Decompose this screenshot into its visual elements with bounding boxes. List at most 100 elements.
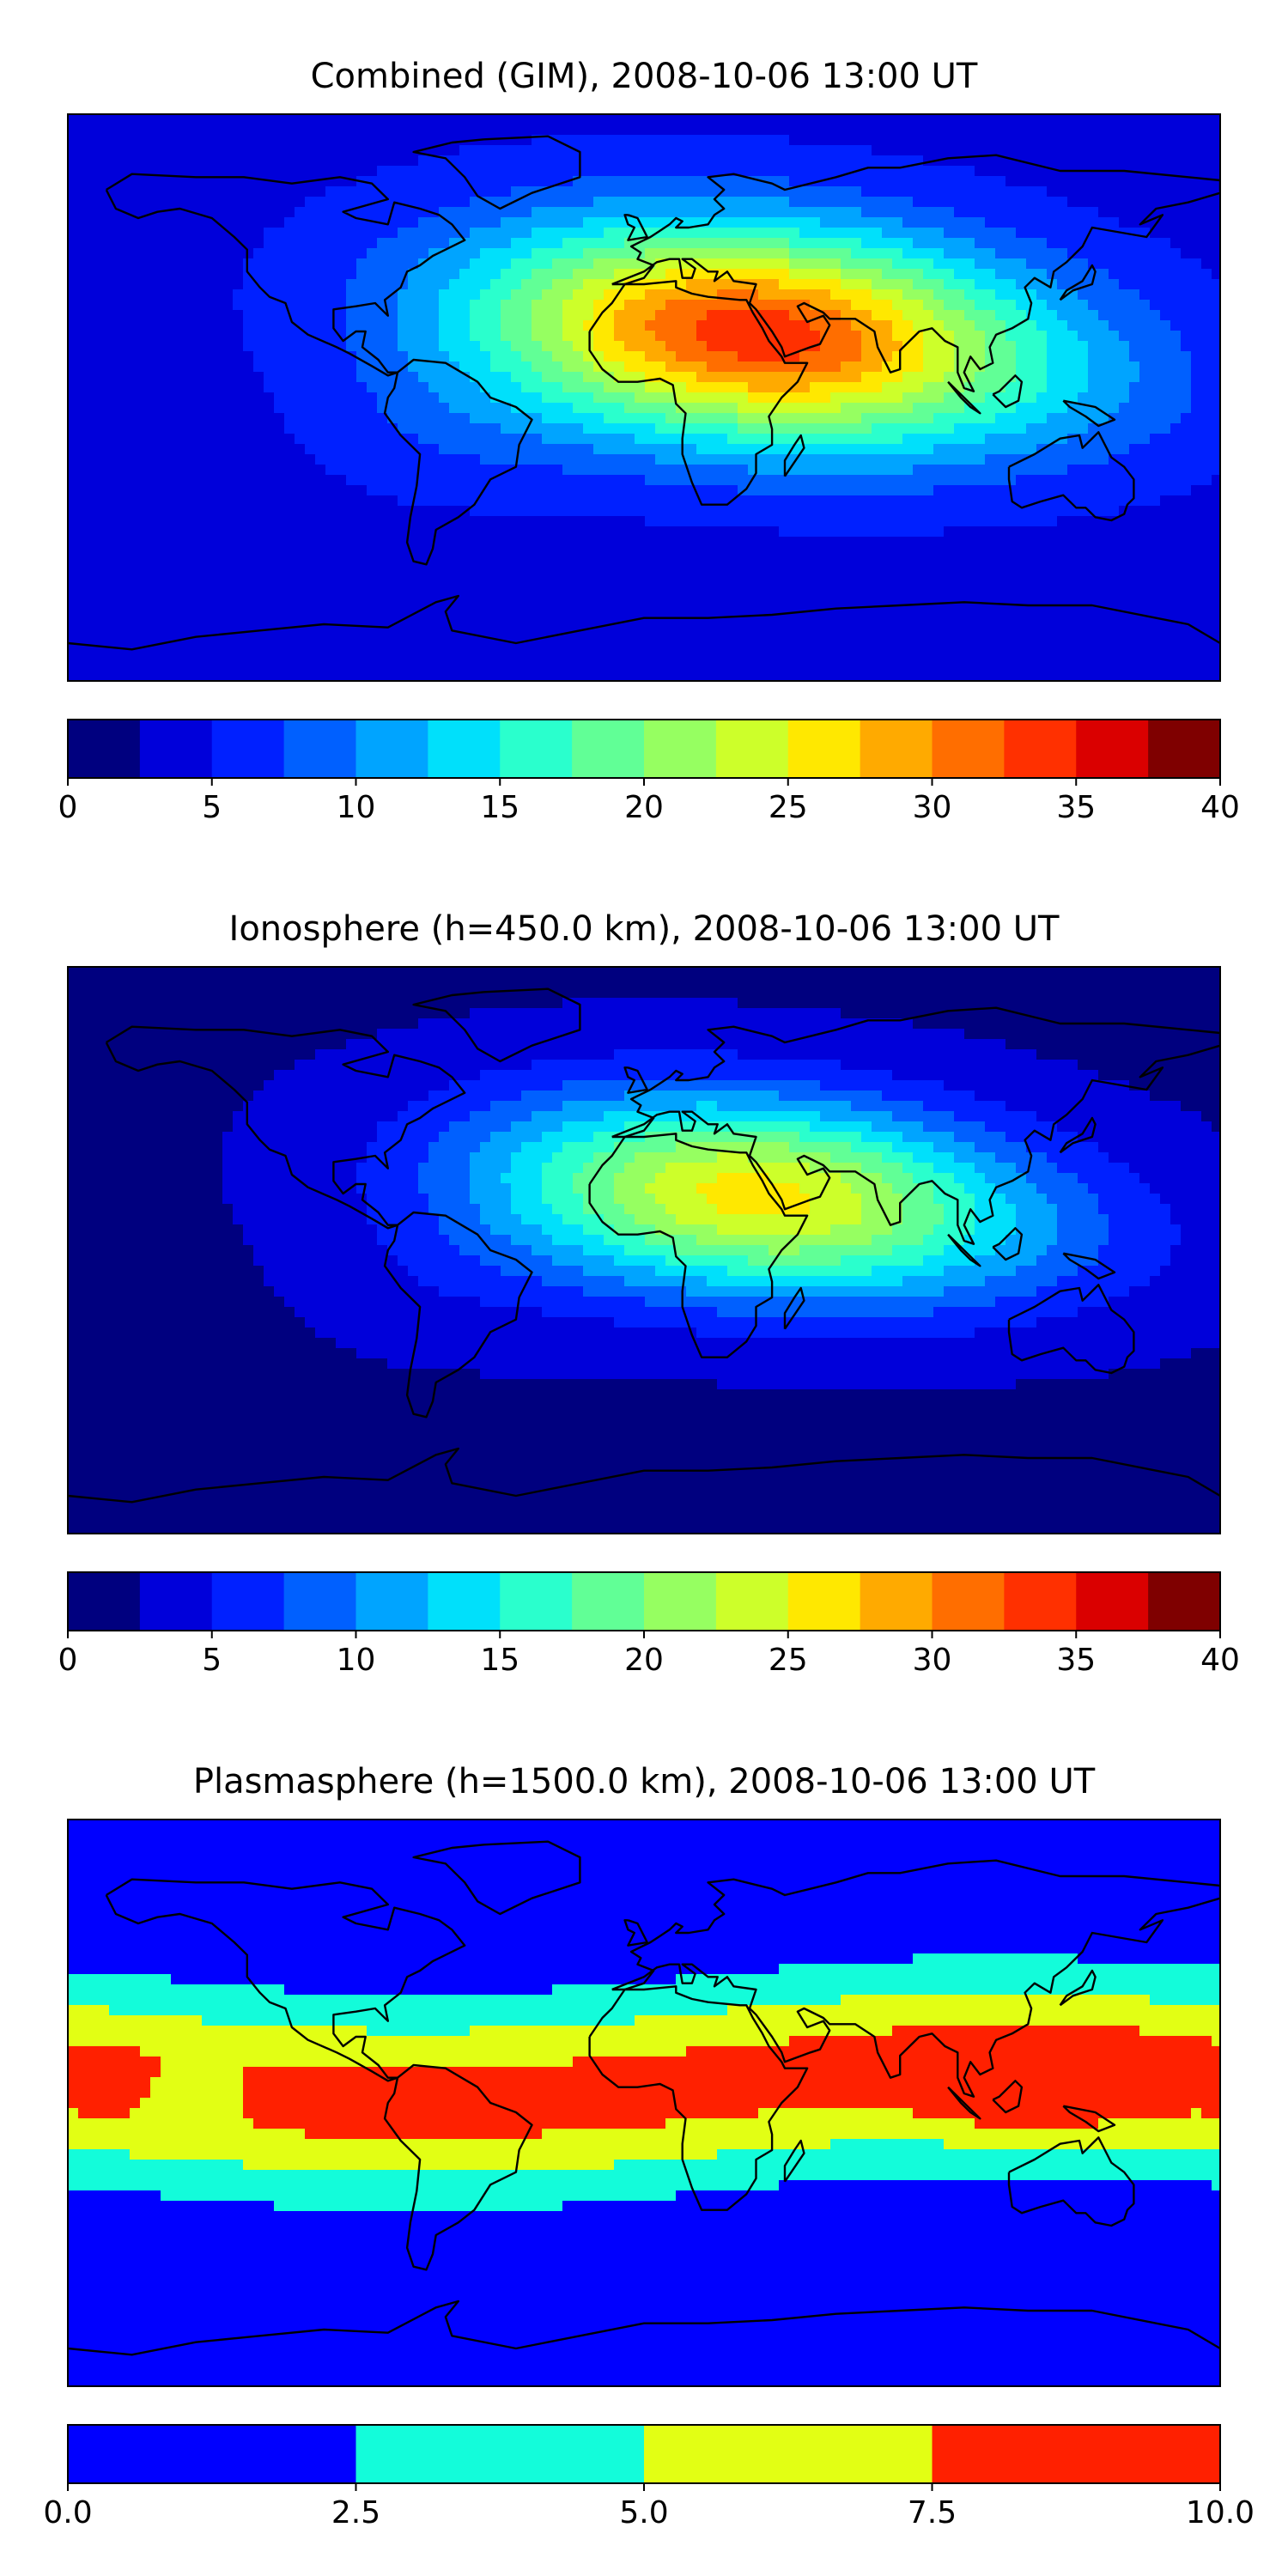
- field-cell: [356, 557, 368, 568]
- field-cell: [707, 444, 718, 455]
- field-cell: [480, 289, 491, 301]
- field-cell: [872, 310, 883, 321]
- field-cell: [1036, 176, 1048, 187]
- field-cell: [1119, 413, 1130, 424]
- field-cell: [501, 114, 512, 125]
- field-cell: [88, 135, 100, 146]
- field-cell: [1139, 238, 1151, 249]
- field-cell: [130, 423, 141, 434]
- field-cell: [480, 300, 491, 311]
- field-cell: [490, 341, 501, 352]
- field-cell: [923, 279, 934, 290]
- field-cell: [841, 331, 852, 342]
- field-cell: [593, 495, 605, 507]
- field-cell: [181, 114, 192, 125]
- field-cell: [1057, 526, 1068, 538]
- field-cell: [985, 145, 996, 156]
- field-cell: [872, 403, 883, 414]
- field-cell: [490, 361, 501, 373]
- field-cell: [398, 207, 409, 218]
- field-cell: [191, 361, 203, 373]
- field-cell: [398, 495, 409, 507]
- field-cell: [717, 475, 728, 486]
- field-cell: [1078, 495, 1089, 507]
- field-cell: [346, 320, 357, 331]
- field-cell: [665, 495, 677, 507]
- field-cell: [418, 331, 429, 342]
- field-cell: [346, 217, 357, 228]
- field-cell: [109, 506, 120, 517]
- field-cell: [1026, 547, 1037, 558]
- field-cell: [933, 547, 945, 558]
- field-cell: [181, 135, 192, 146]
- field-cell: [964, 310, 975, 321]
- field-cell: [449, 537, 460, 548]
- field-cell: [346, 475, 357, 486]
- field-cell: [459, 341, 471, 352]
- field-cell: [274, 444, 285, 455]
- field-cell: [336, 465, 347, 476]
- field-cell: [511, 331, 522, 342]
- field-cell: [325, 135, 337, 146]
- field-cell: [944, 454, 955, 465]
- field-cell: [727, 114, 738, 125]
- field-cell: [635, 568, 646, 579]
- field-cell: [562, 485, 574, 496]
- field-cell: [1129, 197, 1140, 208]
- field-cell: [830, 155, 841, 167]
- field-cell: [635, 341, 646, 352]
- field-cell: [995, 537, 1006, 548]
- field-cell: [769, 135, 780, 146]
- field-cell: [532, 114, 543, 125]
- field-cell: [789, 310, 800, 321]
- field-cell: [1160, 176, 1171, 187]
- field-cell: [109, 135, 120, 146]
- field-cell: [861, 485, 872, 496]
- field-cell: [851, 320, 862, 331]
- field-cell: [480, 125, 491, 136]
- field-cell: [975, 495, 986, 507]
- field-cell: [315, 310, 326, 321]
- field-cell: [1150, 444, 1161, 455]
- field-cell: [119, 186, 131, 197]
- field-cell: [902, 361, 914, 373]
- field-cell: [418, 300, 429, 311]
- field-cell: [1005, 114, 1017, 125]
- field-cell: [130, 228, 141, 239]
- field-cell: [851, 155, 862, 167]
- field-cell: [542, 361, 553, 373]
- field-cell: [171, 310, 182, 321]
- field-cell: [717, 176, 728, 187]
- field-cell: [913, 423, 924, 434]
- field-cell: [212, 516, 223, 527]
- field-cell: [253, 568, 264, 579]
- field-cell: [645, 444, 656, 455]
- field-cell: [233, 341, 244, 352]
- field-cell: [99, 423, 110, 434]
- field-cell: [1150, 351, 1161, 362]
- field-cell: [1098, 248, 1109, 259]
- field-cell: [820, 135, 831, 146]
- field-cell: [1129, 207, 1140, 218]
- field-cell: [830, 279, 841, 290]
- field-cell: [769, 465, 780, 476]
- field-cell: [975, 300, 986, 311]
- field-cell: [325, 423, 337, 434]
- field-cell: [820, 228, 831, 239]
- field-cell: [68, 475, 79, 486]
- field-cell: [1160, 485, 1171, 496]
- field-cell: [645, 485, 656, 496]
- field-cell: [449, 279, 460, 290]
- field-cell: [1191, 382, 1202, 393]
- field-cell: [995, 217, 1006, 228]
- field-cell: [799, 228, 811, 239]
- field-cell: [119, 557, 131, 568]
- field-cell: [459, 320, 471, 331]
- field-cell: [119, 166, 131, 177]
- field-cell: [995, 279, 1006, 290]
- field-cell: [119, 135, 131, 146]
- field-cell: [985, 475, 996, 486]
- field-cell: [758, 568, 769, 579]
- field-cell: [748, 248, 759, 259]
- field-cell: [872, 125, 883, 136]
